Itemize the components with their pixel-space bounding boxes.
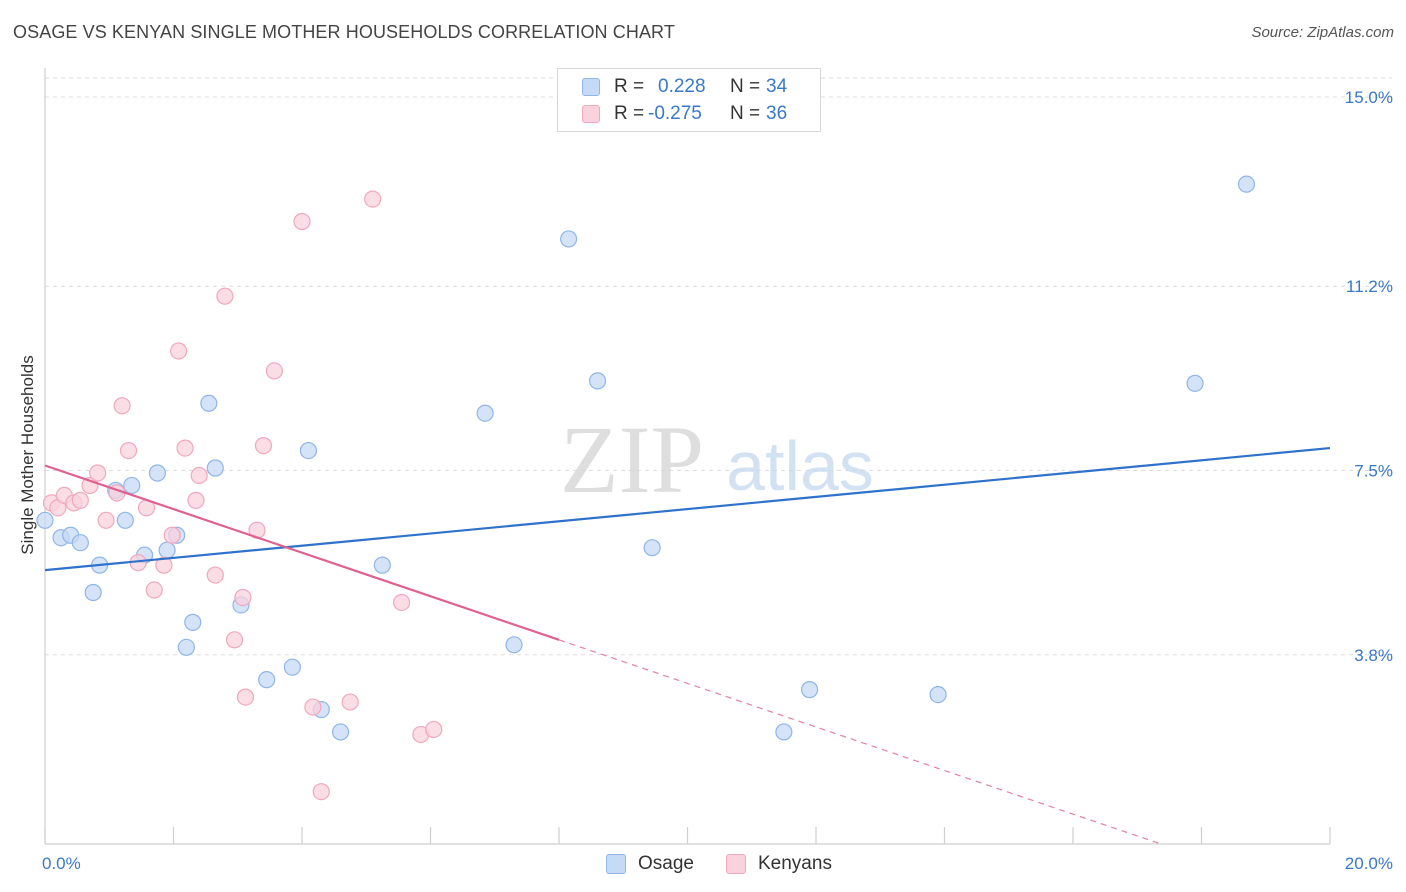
osage-point: [560, 230, 578, 248]
osage-point: [505, 636, 523, 654]
legend-row-osage: R = 0.228 N = 34: [582, 76, 787, 98]
watermark-atlas: atlas: [726, 427, 874, 505]
kenyan-point: [216, 287, 234, 305]
legend-row-kenyans: R = -0.275 N = 36: [582, 103, 787, 125]
kenyan-point: [225, 631, 244, 649]
kenyan-point: [187, 491, 205, 509]
osage-swatch: [606, 854, 626, 874]
axes: [44, 68, 1331, 845]
osage-point: [283, 658, 301, 676]
osage-point: [71, 534, 89, 552]
kenyan-point: [364, 190, 382, 208]
osage-label: Osage: [638, 853, 694, 874]
legend-n-label: N =: [730, 103, 761, 124]
osage-point: [123, 476, 141, 495]
osage-point: [929, 685, 947, 704]
y-tick-label: 3.8%: [1354, 646, 1393, 665]
osage-point: [206, 459, 224, 477]
kenyan-point: [312, 783, 330, 801]
osage-point: [775, 723, 793, 741]
legend-n-value: 36: [766, 103, 788, 124]
legend-n-value: 34: [766, 76, 788, 97]
kenyan-point: [155, 556, 173, 574]
osage-point: [258, 671, 276, 689]
kenyan-point: [97, 511, 115, 529]
osage-point: [177, 638, 195, 656]
kenyan-point: [176, 439, 194, 457]
osage-point: [148, 464, 167, 482]
osage-point: [36, 511, 54, 529]
kenyan-point: [89, 464, 107, 482]
kenyans-swatch: [726, 854, 746, 874]
kenyan-point: [190, 466, 208, 485]
kenyan-point: [254, 437, 273, 455]
legend-r-value: -0.275: [648, 103, 702, 124]
source-label: Source: ZipAtlas.com: [1251, 24, 1394, 41]
osage-point: [331, 723, 350, 741]
kenyan-point: [71, 491, 89, 509]
osage-point: [643, 539, 661, 557]
data-points: [36, 175, 1256, 801]
kenyan-trend-line: [44, 464, 560, 641]
kenyan-point: [119, 441, 138, 460]
osage-point: [588, 372, 607, 390]
kenyans-label: Kenyans: [758, 853, 832, 874]
tick-labels: 3.8% 7.5% 11.2% 15.0% 0.0% 20.0%: [42, 88, 1393, 873]
kenyan-trend-extension: [558, 639, 1162, 845]
chart-title: OSAGE VS KENYAN SINGLE MOTHER HOUSEHOLDS…: [13, 22, 675, 42]
x-tick-label: 0.0%: [42, 854, 81, 873]
y-tick-label: 15.0%: [1345, 88, 1393, 107]
osage-point: [1237, 175, 1256, 193]
legend-kenyans-swatch: [582, 105, 600, 123]
kenyan-point: [234, 588, 252, 607]
legend-r-label: R =: [614, 76, 645, 97]
legend-n-label: N =: [730, 76, 761, 97]
kenyan-point: [392, 593, 411, 612]
osage-point: [476, 404, 494, 422]
kenyan-point: [265, 362, 283, 380]
osage-point: [1186, 374, 1204, 392]
legend: R = 0.228 N = 34 R = -0.275 N = 36: [557, 68, 821, 132]
kenyan-point: [425, 720, 443, 739]
x-tick-label: 20.0%: [1345, 854, 1393, 873]
osage-point: [84, 583, 102, 602]
trend-lines: [44, 446, 1331, 845]
kenyan-point: [206, 566, 224, 584]
osage-point: [373, 556, 391, 574]
kenyan-point: [341, 693, 359, 711]
legend-r-value: 0.228: [658, 76, 706, 97]
osage-point: [200, 394, 218, 412]
kenyan-point: [236, 688, 255, 706]
kenyan-point: [170, 342, 188, 360]
osage-point: [184, 613, 202, 631]
osage-point: [158, 541, 176, 559]
osage-point: [299, 441, 318, 460]
legend-r-label: R =: [614, 103, 645, 124]
legend-osage-swatch: [582, 78, 600, 96]
y-tick-label: 11.2%: [1346, 277, 1393, 296]
osage-trend-line: [44, 446, 1331, 572]
bottom-legend-osage: Osage: [606, 852, 694, 876]
osage-point: [800, 681, 819, 699]
bottom-legend-kenyans: Kenyans: [726, 852, 832, 876]
kenyan-point: [293, 212, 311, 231]
watermark-zip: ZIP: [560, 406, 704, 513]
kenyan-point: [304, 698, 322, 716]
grid-lines: [45, 77, 1392, 656]
y-tick-label: 7.5%: [1354, 462, 1393, 481]
kenyan-point: [145, 581, 163, 599]
kenyan-point: [163, 526, 181, 544]
osage-point: [116, 511, 134, 529]
kenyan-point: [113, 397, 131, 415]
